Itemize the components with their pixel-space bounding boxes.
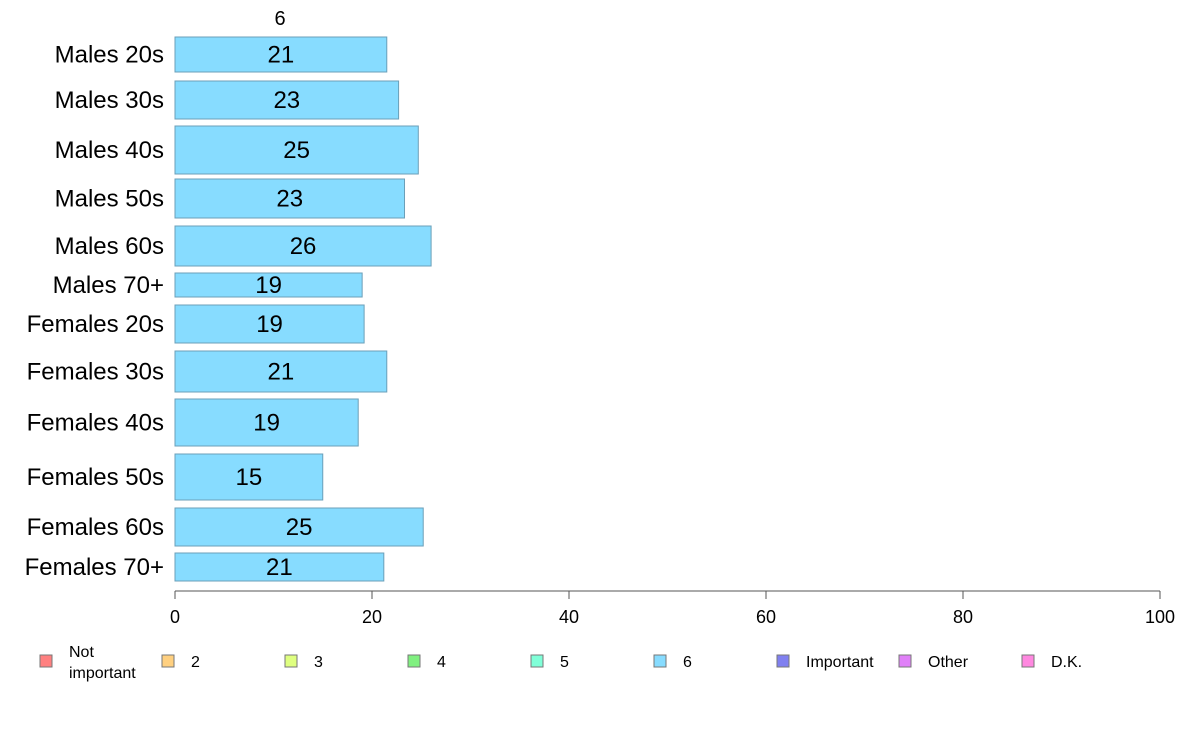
bar (174, 36, 388, 73)
legend-swatch (161, 654, 175, 668)
legend-label: Not important (69, 644, 136, 682)
x-tick-label: 40 (559, 607, 579, 627)
category-label: Females 60s (27, 514, 164, 541)
bars-group: Males 20s 21 Males 30s 23 Males 40s 25 Males 5… (25, 36, 432, 582)
category-label: Males 60s (55, 233, 164, 260)
bar-value-label: 19 (256, 311, 283, 338)
legend-swatch (653, 654, 667, 668)
x-tick-label: 80 (953, 607, 973, 627)
bar (174, 178, 406, 219)
legend-swatch (407, 654, 421, 668)
x-tick-label: 20 (362, 607, 382, 627)
bar-value-label: 21 (268, 359, 295, 386)
category-label: Females 30s (27, 359, 164, 386)
legend-swatch (284, 654, 298, 668)
legend-swatch (776, 654, 790, 668)
bar-value-label: 19 (255, 272, 282, 299)
bar (174, 507, 424, 547)
legend-label: 2 (191, 654, 200, 671)
bar-value-label: 21 (266, 554, 293, 581)
category-label: Males 20s (55, 42, 164, 69)
bar (174, 453, 324, 501)
category-label: Females 70+ (25, 554, 164, 581)
bar-value-label: 26 (290, 233, 317, 260)
category-label: Males 70+ (53, 272, 164, 299)
category-label: Females 40s (27, 410, 164, 437)
bar-value-label: 25 (283, 137, 310, 164)
category-label: Females 50s (27, 464, 164, 491)
legend-label: 3 (314, 654, 323, 671)
bar (174, 350, 388, 393)
bar-value-label: 23 (273, 87, 300, 114)
bar-value-label: 19 (253, 410, 280, 437)
x-tick-label: 0 (170, 607, 180, 627)
bar-value-label: 23 (276, 186, 303, 213)
bar-value-label: 15 (236, 464, 263, 491)
legend-label: 6 (683, 654, 692, 671)
x-tick-label: 60 (756, 607, 776, 627)
legend-label: Important (806, 654, 874, 671)
legend-label: D.K. (1051, 654, 1082, 671)
bar-value-label: 21 (268, 42, 295, 69)
bar (174, 398, 359, 447)
bar (174, 552, 385, 582)
bar (174, 125, 419, 175)
bar (174, 272, 363, 298)
category-label: Females 20s (27, 311, 164, 338)
x-tick-label: 100 (1145, 607, 1175, 627)
legend-swatch (1021, 654, 1035, 668)
legend: Not important 2 3 4 5 6 Important Other D.K. (39, 644, 1082, 682)
legend-swatch (39, 654, 53, 668)
legend-swatch (530, 654, 544, 668)
bar (174, 225, 432, 267)
bar (174, 80, 400, 120)
bar (174, 304, 365, 344)
legend-swatch (898, 654, 912, 668)
x-axis: 0 20 40 60 80 100 (170, 590, 1175, 627)
bar-value-label: 25 (286, 514, 313, 541)
category-label: Males 40s (55, 137, 164, 164)
legend-label: Other (928, 654, 969, 671)
column-title: 6 (274, 8, 285, 30)
legend-label: 5 (560, 654, 569, 671)
category-label: Males 30s (55, 87, 164, 114)
category-label: Males 50s (55, 186, 164, 213)
legend-label: 4 (437, 654, 446, 671)
